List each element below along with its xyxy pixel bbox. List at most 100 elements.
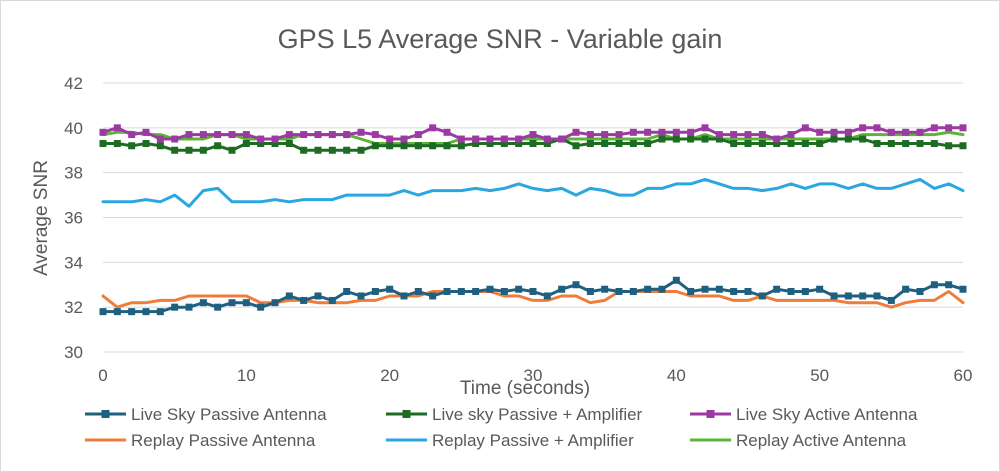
x-tick-label: 10 — [237, 366, 256, 385]
data-point — [701, 285, 709, 293]
data-point — [558, 285, 566, 293]
y-tick-label: 40 — [64, 119, 83, 138]
data-point — [687, 135, 695, 143]
data-point — [199, 131, 207, 139]
chart-title: GPS L5 Average SNR - Variable gain — [278, 24, 723, 54]
data-point — [801, 287, 809, 295]
legend-label: Live sky Passive + Amplifier — [432, 405, 643, 424]
data-point — [715, 131, 723, 139]
data-point — [400, 135, 408, 143]
data-point — [902, 128, 910, 136]
data-point — [873, 292, 881, 300]
x-tick-label: 50 — [810, 366, 829, 385]
data-point — [558, 135, 566, 143]
data-point — [171, 135, 179, 143]
data-point — [945, 142, 953, 150]
legend-item: Replay Passive Antenna — [85, 431, 316, 450]
data-point — [486, 140, 494, 148]
data-point — [730, 140, 738, 148]
data-point — [257, 140, 265, 148]
data-point — [300, 146, 308, 154]
data-point — [429, 142, 437, 150]
data-point — [414, 142, 422, 150]
data-point — [500, 287, 508, 295]
data-point — [859, 124, 867, 132]
series-lines — [99, 124, 967, 316]
data-point — [257, 135, 265, 143]
data-point — [371, 131, 379, 139]
data-point — [314, 146, 322, 154]
data-point — [859, 292, 867, 300]
legend-label: Replay Passive Antenna — [131, 431, 316, 450]
legend-item: Replay Passive + Amplifier — [386, 431, 634, 450]
data-point — [515, 285, 523, 293]
data-point — [500, 140, 508, 148]
data-point — [429, 292, 437, 300]
data-point — [543, 140, 551, 148]
data-point — [515, 140, 523, 148]
legend-item: Replay Active Antenna — [690, 431, 907, 450]
data-point — [142, 128, 150, 136]
data-point — [371, 142, 379, 150]
data-point — [730, 287, 738, 295]
data-point — [99, 128, 107, 136]
legend-label: Replay Passive + Amplifier — [432, 431, 634, 450]
data-point — [830, 128, 838, 136]
data-point — [644, 285, 652, 293]
data-point — [328, 146, 336, 154]
data-point — [414, 131, 422, 139]
data-point — [816, 285, 824, 293]
data-point — [629, 128, 637, 136]
legend-marker — [402, 410, 411, 418]
series-line — [101, 130, 965, 145]
data-point — [257, 303, 265, 311]
data-point — [171, 303, 179, 311]
data-point — [687, 128, 695, 136]
data-point — [529, 140, 537, 148]
data-point — [343, 146, 351, 154]
data-point — [457, 287, 465, 295]
data-point — [142, 140, 150, 148]
data-point — [859, 135, 867, 143]
data-point — [271, 299, 279, 307]
data-point — [242, 299, 250, 307]
data-point — [773, 135, 781, 143]
data-point — [128, 142, 136, 150]
data-point — [414, 287, 422, 295]
x-axis-ticks: 0 10 20 30 40 50 60 — [98, 366, 972, 385]
data-point — [930, 281, 938, 289]
x-tick-label: 40 — [667, 366, 686, 385]
data-point — [830, 292, 838, 300]
data-point — [472, 287, 480, 295]
data-point — [916, 287, 924, 295]
data-point — [787, 287, 795, 295]
data-point — [472, 135, 480, 143]
data-point — [386, 135, 394, 143]
data-point — [773, 285, 781, 293]
data-point — [214, 303, 222, 311]
data-point — [873, 140, 881, 148]
data-point — [672, 135, 680, 143]
x-tick-label: 30 — [524, 366, 543, 385]
data-point — [285, 131, 293, 139]
data-point — [214, 142, 222, 150]
data-point — [271, 140, 279, 148]
data-point — [443, 287, 451, 295]
data-point — [572, 142, 580, 150]
data-point — [529, 287, 537, 295]
data-point — [185, 146, 193, 154]
x-tick-label: 0 — [98, 366, 107, 385]
y-tick-label: 36 — [64, 209, 83, 228]
data-point — [529, 131, 537, 139]
legend-marker — [101, 410, 110, 418]
data-point — [128, 308, 136, 316]
y-axis-ticks: 30 32 34 36 38 40 42 — [64, 74, 83, 362]
series-3 — [101, 290, 965, 309]
data-point — [443, 142, 451, 150]
data-point — [844, 292, 852, 300]
data-point — [185, 303, 193, 311]
data-point — [242, 131, 250, 139]
data-point — [343, 287, 351, 295]
legend-label: Live Sky Active Antenna — [736, 405, 918, 424]
data-point — [830, 135, 838, 143]
